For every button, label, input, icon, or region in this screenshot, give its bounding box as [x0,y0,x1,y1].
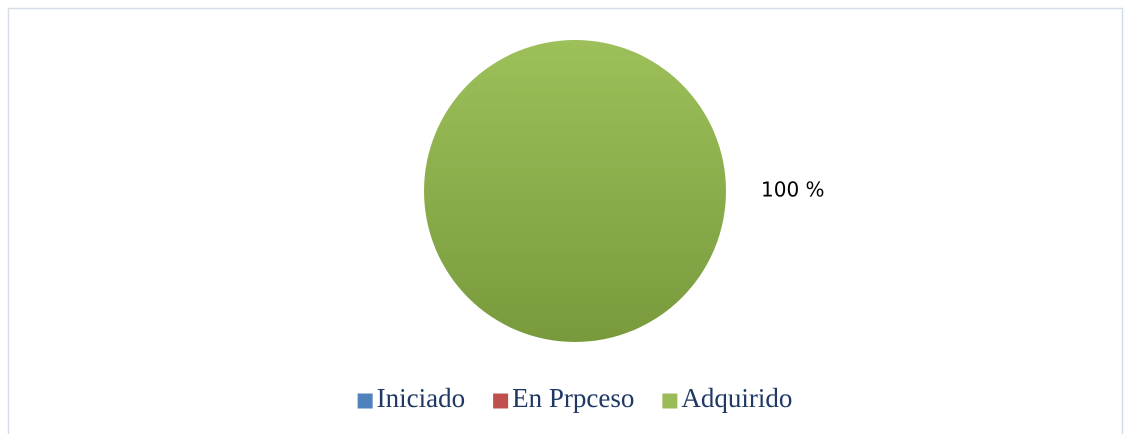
legend-swatch [662,393,678,409]
legend-label: Adquirido [681,383,792,413]
legend-label: Iniciado [377,383,465,413]
legend-swatch [493,393,509,409]
pie-slice [424,40,726,342]
data-label: 100 % [761,178,825,202]
legend-label: En Prpceso [512,383,634,413]
legend-swatch [357,393,373,409]
